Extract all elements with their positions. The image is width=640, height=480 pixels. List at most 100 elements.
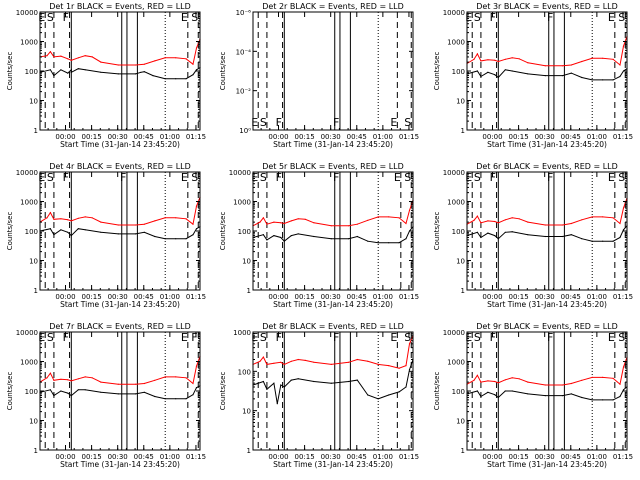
data-point-lld [195, 47, 198, 49]
data-point-lld [313, 222, 315, 224]
x-tick-label: 00:30 [108, 293, 128, 301]
event-label: S [191, 171, 198, 184]
data-point-lld [117, 64, 119, 66]
data-point-lld [77, 378, 79, 380]
data-point-events [581, 238, 583, 240]
event-label: E [38, 171, 45, 184]
data-point-lld [480, 222, 482, 224]
data-point-lld [504, 379, 506, 381]
data-point-events [504, 390, 506, 392]
y-tick-label: 10⁰ [239, 127, 251, 135]
data-point-events [622, 229, 625, 231]
data-point-lld [518, 58, 520, 60]
event-label: S [618, 331, 625, 344]
series-events [466, 386, 628, 401]
x-axis-label: Start Time (31-Jan-14 23:45:20) [60, 140, 180, 149]
event-label: S [404, 171, 411, 184]
plot-frame [252, 171, 414, 291]
data-point-events [367, 394, 369, 396]
data-point-events [313, 380, 315, 383]
event-label: F [547, 171, 553, 184]
y-axis-label: Counts/sec [433, 52, 441, 91]
y-tick-label: 10000 [229, 169, 251, 177]
data-point-lld [356, 358, 358, 361]
data-point-events [480, 395, 482, 398]
y-tick-label: 1 [461, 447, 465, 455]
data-point-lld [612, 58, 614, 60]
data-point-lld [77, 57, 79, 59]
y-tick-label: 10000 [16, 169, 38, 177]
data-point-lld [504, 219, 506, 221]
event-label: F [276, 171, 282, 184]
data-point-lld [527, 221, 529, 223]
x-axis-label: Start Time (31-Jan-14 23:45:20) [487, 460, 607, 469]
data-point-lld [164, 376, 166, 378]
data-point-events [273, 235, 275, 237]
data-point-lld [273, 362, 275, 364]
data-point-lld [377, 216, 379, 218]
series-lld [466, 36, 628, 67]
data-point-events [192, 234, 194, 236]
event-label: F [333, 116, 339, 129]
y-tick-label: 10⁻⁴ [236, 48, 252, 56]
data-point-lld [518, 218, 520, 220]
event-label: F [63, 11, 69, 24]
x-tick-label: 01:15 [399, 133, 419, 141]
plot-frame [466, 171, 628, 291]
series-lld [39, 356, 201, 385]
data-point-events [405, 386, 407, 388]
series-events [39, 67, 201, 80]
data-point-events [280, 384, 282, 386]
data-point-events [143, 231, 145, 233]
x-tick-label: 00:45 [561, 293, 581, 301]
series-lld [466, 357, 628, 386]
event-label: S [474, 11, 481, 24]
data-point-events [570, 393, 572, 395]
y-tick-label: 10000 [443, 169, 465, 177]
data-point-lld [192, 223, 194, 225]
data-point-lld [262, 217, 264, 219]
data-point-events [388, 242, 390, 244]
data-point-lld [304, 218, 306, 220]
data-point-events [562, 235, 564, 238]
event-label: F [490, 11, 496, 24]
data-point-lld [53, 56, 55, 58]
data-point-events [544, 75, 546, 77]
data-point-events [84, 69, 86, 71]
y-tick-label: 10 [456, 258, 465, 266]
y-tick-label: 100 [25, 68, 38, 76]
data-point-lld [266, 363, 268, 365]
y-tick-label: 1000 [447, 39, 465, 47]
x-tick-label: 00:15 [295, 453, 315, 461]
data-point-lld [164, 57, 166, 59]
y-axis-label: Counts/sec [219, 212, 227, 251]
x-tick-label: 00:30 [535, 293, 555, 301]
series-lld [252, 200, 414, 227]
data-point-events [84, 389, 86, 391]
data-point-lld [273, 221, 275, 223]
data-point-events [487, 71, 489, 73]
x-tick-label: 00:30 [321, 453, 341, 461]
y-tick-label: 10 [29, 258, 38, 266]
data-point-events [612, 399, 614, 401]
data-point-lld [60, 218, 62, 220]
plot-frame [466, 11, 628, 131]
data-point-lld [480, 381, 482, 383]
series-events [39, 385, 201, 400]
x-tick-label: 00:15 [295, 293, 315, 301]
data-point-events [175, 78, 177, 80]
data-point-lld [476, 53, 478, 55]
y-tick-label: 100 [452, 388, 465, 396]
data-point-events [283, 386, 285, 388]
series-events [466, 68, 628, 81]
event-label: E [465, 171, 472, 184]
series-lld [39, 39, 201, 66]
event-label: F [490, 331, 496, 344]
x-tick-label: 01:15 [613, 293, 633, 301]
y-tick-label: 100 [238, 368, 251, 376]
x-tick-label: 00:00 [482, 133, 502, 141]
data-point-events [602, 240, 604, 242]
